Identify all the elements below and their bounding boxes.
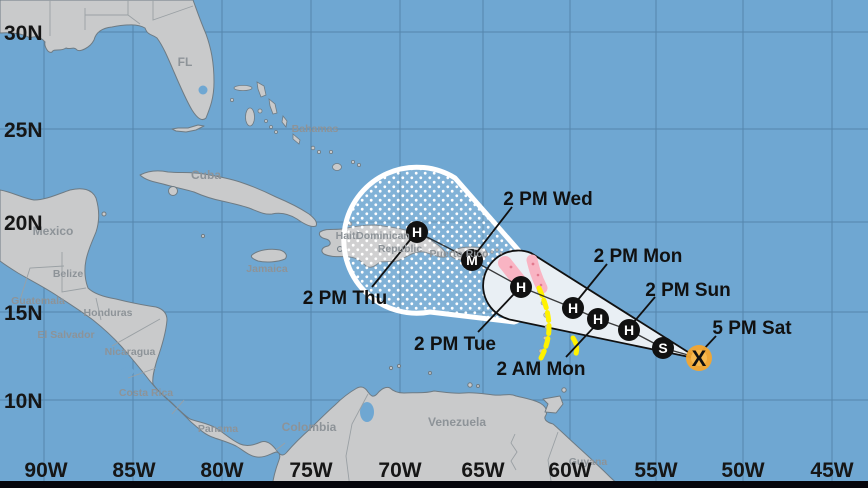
label-haiti: Haiti: [336, 230, 359, 242]
label-2pm-wed: 2 PM Wed: [503, 189, 592, 210]
longitude-labels: 90W 85W 80W 75W 70W 65W 60W 55W 50W 45W: [24, 459, 853, 482]
label-cuba: Cuba: [191, 168, 221, 182]
label-dominican: Dominican: [356, 230, 410, 242]
marker-2am-mon: H: [587, 308, 609, 330]
lake-nicaragua: [118, 366, 134, 380]
label-jamaica: Jamaica: [246, 263, 288, 275]
lon-55w: 55W: [634, 459, 677, 482]
current-position-marker: X: [686, 345, 712, 371]
label-mexico: Mexico: [33, 224, 74, 238]
marker-2pm-tue: H: [510, 276, 532, 298]
cozumel-island: [101, 211, 107, 217]
trinidad-island: [542, 395, 564, 414]
label-honduras: Honduras: [83, 307, 132, 319]
forecast-time-labels: 5 PM Sat 2 PM Sun 2 AM Mon 2 PM Mon 2 PM…: [303, 189, 792, 380]
jamaica-island: [250, 248, 287, 263]
svg-text:H: H: [568, 300, 578, 316]
label-2am-mon: 2 AM Mon: [496, 359, 585, 380]
marker-2pm-wed: M: [461, 249, 483, 271]
lat-15n: 15N: [4, 302, 43, 325]
lat-20n: 20N: [4, 212, 43, 235]
isle-of-youth: [168, 186, 178, 196]
label-puerto-rico: Puerto Rico: [430, 248, 489, 260]
lat-25n: 25N: [4, 119, 43, 142]
svg-text:H: H: [412, 224, 422, 240]
lon-60w: 60W: [548, 459, 591, 482]
svg-text:S: S: [658, 340, 667, 356]
label-2pm-thu: 2 PM Thu: [303, 288, 387, 309]
label-colombia: Colombia: [282, 420, 337, 434]
label-2pm-mon: 2 PM Mon: [594, 246, 683, 267]
label-nicaragua: Nicaragua: [105, 346, 156, 358]
lon-80w: 80W: [200, 459, 243, 482]
lon-75w: 75W: [289, 459, 332, 482]
label-guatemala: Guatemala: [11, 295, 65, 307]
label-el-salvador: El Salvador: [37, 329, 94, 341]
lat-30n: 30N: [4, 22, 43, 45]
label-venezuela: Venezuela: [428, 415, 486, 429]
label-5pm-sat: 5 PM Sat: [712, 318, 792, 339]
florida-keys: [171, 124, 205, 133]
lon-85w: 85W: [112, 459, 155, 482]
country-borders: [19, 0, 559, 488]
svg-text:H: H: [516, 279, 526, 295]
cuba-island: [139, 170, 317, 227]
label-costa-rica: Costa Rica: [119, 387, 173, 399]
label-guyana: Guyana: [569, 456, 608, 468]
marker-2pm-thu: H: [406, 221, 428, 243]
cayman-island: [200, 233, 206, 239]
label-florida: FL: [178, 55, 193, 69]
marker-2pm-sun: H: [618, 319, 640, 341]
tropical-storm-watch-area: [536, 285, 580, 361]
lake-maracaibo: [360, 402, 374, 422]
lon-90w: 90W: [24, 459, 67, 482]
place-labels: FL Bahamas Cuba Mexico Belize Guatemala …: [11, 55, 607, 468]
bahamas-islands: [229, 81, 361, 227]
us-florida-land: [0, 0, 215, 121]
tobago-island: [561, 387, 567, 393]
label-belize: Belize: [53, 268, 84, 280]
label-republic: Republic: [378, 243, 422, 255]
current-position-x: X: [692, 346, 707, 371]
bottom-bar: [0, 481, 868, 488]
latitude-labels: 30N 25N 20N 15N 10N: [4, 22, 43, 413]
label-2pm-tue: 2 PM Tue: [414, 334, 496, 355]
forecast-point-markers: S H H H H M H: [406, 221, 674, 359]
lon-50w: 50W: [721, 459, 764, 482]
label-panama: Panama: [198, 423, 238, 435]
label-2pm-sun: 2 PM Sun: [645, 280, 731, 301]
central-south-america-land: [0, 188, 626, 488]
lon-65w: 65W: [461, 459, 504, 482]
svg-text:H: H: [593, 311, 603, 327]
lake-okeechobee: [198, 85, 208, 95]
label-bahamas: Bahamas: [292, 123, 339, 135]
lon-45w: 45W: [810, 459, 853, 482]
lon-70w: 70W: [378, 459, 421, 482]
svg-text:H: H: [624, 322, 634, 338]
lat-10n: 10N: [4, 390, 43, 413]
svg-text:M: M: [466, 252, 478, 268]
label-pointer-lines: [371, 206, 717, 358]
marker-sat-night: S: [652, 337, 674, 359]
lakes: [118, 85, 374, 422]
marker-2pm-mon: H: [562, 297, 584, 319]
